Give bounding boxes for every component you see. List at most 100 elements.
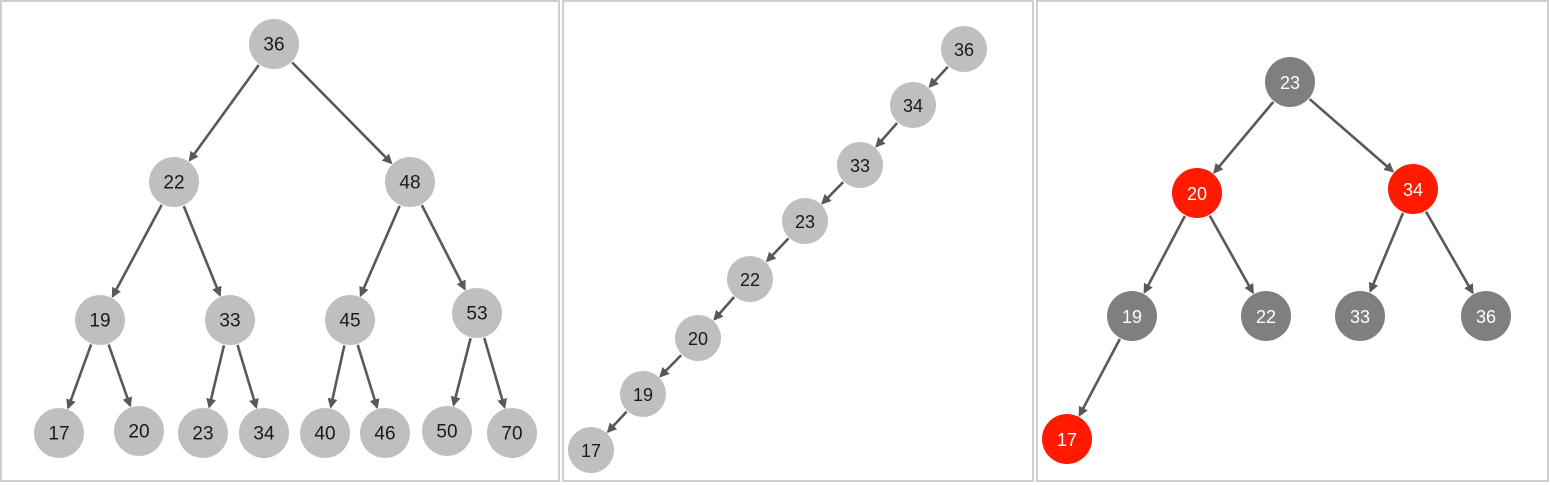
panel-red-black-tree: 23 20 34 19 22 33 36 17 xyxy=(1042,57,1511,464)
node-label: 34 xyxy=(903,96,923,116)
node-circle xyxy=(178,408,228,458)
node-label: 19 xyxy=(633,385,653,405)
tree-node-17: 17 xyxy=(34,408,84,458)
edge-23-to-20 xyxy=(1213,101,1275,174)
edge-34-to-33 xyxy=(875,122,899,148)
edges-layer xyxy=(66,61,508,410)
tree-node-20: 20 xyxy=(1172,168,1222,218)
node-label: 34 xyxy=(253,424,275,445)
edge-19-to-17 xyxy=(606,410,628,434)
node-label: 19 xyxy=(89,311,110,332)
node-label: 19 xyxy=(1122,307,1142,327)
tree-node-45: 45 xyxy=(325,295,375,345)
node-circle xyxy=(1335,291,1385,341)
node-label: 34 xyxy=(1403,180,1423,200)
node-label: 33 xyxy=(219,311,240,332)
node-circle xyxy=(487,408,537,458)
node-label: 23 xyxy=(1280,73,1300,93)
node-circle xyxy=(1461,291,1511,341)
panel-balanced-bst: 36 22 48 19 33 45 53 17 20 23 34 40 46 50 70 xyxy=(34,19,537,458)
tree-node-17: 17 xyxy=(568,427,614,473)
node-label: 17 xyxy=(1057,430,1077,450)
edge-34-to-33 xyxy=(1368,212,1405,293)
edge-33-to-23 xyxy=(821,181,845,205)
node-circle xyxy=(1107,291,1157,341)
node-label: 17 xyxy=(48,424,69,445)
tree-node-23: 23 xyxy=(1265,57,1315,107)
tree-node-34: 34 xyxy=(1388,164,1438,214)
node-circle xyxy=(1042,414,1092,464)
node-label: 33 xyxy=(1350,307,1370,327)
edge-53-to-70 xyxy=(483,337,508,409)
tree-node-40: 40 xyxy=(300,408,350,458)
node-circle xyxy=(1241,291,1291,341)
tree-node-53: 53 xyxy=(452,288,502,338)
tree-node-33: 33 xyxy=(205,295,255,345)
edge-48-to-45 xyxy=(359,205,401,298)
node-circle xyxy=(452,288,502,338)
tree-node-48: 48 xyxy=(385,157,435,207)
tree-node-34: 34 xyxy=(239,408,289,458)
edge-19-to-17 xyxy=(1078,338,1122,417)
node-circle xyxy=(205,295,255,345)
node-circle xyxy=(675,315,721,361)
edge-53-to-50 xyxy=(450,337,472,407)
tree-node-36: 36 xyxy=(249,19,299,69)
node-label: 33 xyxy=(850,156,870,176)
edge-20-to-22 xyxy=(1208,215,1254,295)
tree-node-19: 19 xyxy=(1107,291,1157,341)
edge-23-to-22 xyxy=(765,237,790,263)
node-circle xyxy=(75,295,125,345)
tree-node-19: 19 xyxy=(620,371,666,417)
tree-node-22: 22 xyxy=(1241,291,1291,341)
node-circle xyxy=(941,26,987,72)
edge-33-to-23 xyxy=(206,344,226,409)
tree-node-36: 36 xyxy=(1461,291,1511,341)
tree-node-22: 22 xyxy=(727,256,773,302)
tree-node-20: 20 xyxy=(114,406,164,456)
edge-48-to-53 xyxy=(420,204,466,291)
edge-22-to-20 xyxy=(713,296,736,321)
tree-node-46: 46 xyxy=(360,408,410,458)
node-label: 36 xyxy=(954,40,974,60)
edge-22-to-33 xyxy=(182,205,222,297)
node-circle xyxy=(422,406,472,456)
tree-node-22: 22 xyxy=(149,157,199,207)
node-label: 23 xyxy=(795,212,815,232)
edges-layer xyxy=(606,65,949,434)
node-label: 22 xyxy=(740,270,760,290)
node-circle xyxy=(1265,57,1315,107)
panel-degenerate-bst: 36 34 33 23 22 20 19 17 xyxy=(568,26,987,473)
edge-19-to-17 xyxy=(66,343,93,410)
node-circle xyxy=(782,198,828,244)
node-label: 20 xyxy=(128,422,149,443)
node-label: 17 xyxy=(581,441,601,461)
edge-34-to-36 xyxy=(1424,210,1474,295)
node-circle xyxy=(727,256,773,302)
node-label: 36 xyxy=(263,35,284,56)
tree-node-70: 70 xyxy=(487,408,537,458)
node-label: 70 xyxy=(501,424,522,445)
edge-45-to-40 xyxy=(327,345,346,409)
node-label: 53 xyxy=(466,304,487,325)
nodes-layer: 36 22 48 19 33 45 53 17 20 23 34 40 46 50 70 xyxy=(34,19,537,458)
node-circle xyxy=(114,406,164,456)
node-circle xyxy=(1172,168,1222,218)
node-circle xyxy=(34,408,84,458)
node-label: 40 xyxy=(314,424,335,445)
edge-20-to-19 xyxy=(1143,215,1187,294)
nodes-layer: 23 20 34 19 22 33 36 17 xyxy=(1042,57,1511,464)
node-label: 46 xyxy=(374,424,395,445)
tree-node-34: 34 xyxy=(890,82,936,128)
node-circle xyxy=(568,427,614,473)
node-circle xyxy=(1388,164,1438,214)
node-circle xyxy=(149,157,199,207)
node-label: 45 xyxy=(339,311,360,332)
node-circle xyxy=(620,371,666,417)
node-circle xyxy=(249,19,299,69)
node-label: 22 xyxy=(1256,307,1276,327)
node-label: 22 xyxy=(163,173,184,194)
edge-36-to-22 xyxy=(188,64,260,162)
panel-frame-balanced-bst xyxy=(0,0,560,482)
